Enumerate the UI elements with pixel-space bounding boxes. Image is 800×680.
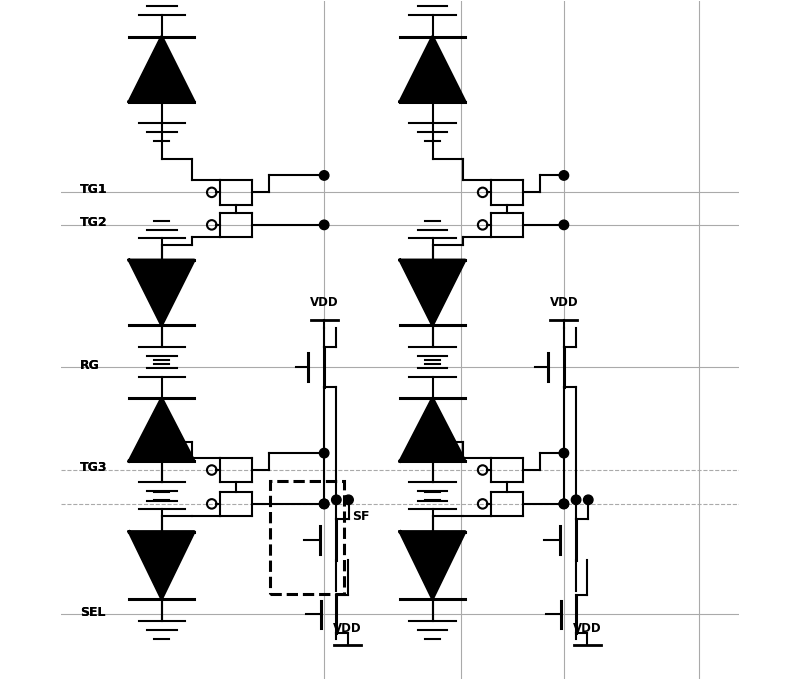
Circle shape: [559, 220, 569, 230]
Polygon shape: [400, 532, 465, 598]
Polygon shape: [129, 398, 194, 461]
Text: SF: SF: [353, 509, 370, 522]
Text: RG: RG: [80, 358, 100, 371]
Text: TG2: TG2: [80, 216, 108, 228]
Circle shape: [344, 495, 354, 505]
Text: TG1: TG1: [80, 183, 108, 196]
Text: RG: RG: [80, 358, 100, 371]
Polygon shape: [400, 37, 465, 101]
Text: TG2: TG2: [80, 216, 108, 228]
Polygon shape: [400, 398, 465, 461]
Text: VDD: VDD: [310, 296, 338, 309]
Circle shape: [319, 171, 329, 180]
Polygon shape: [400, 260, 465, 325]
Text: TG1: TG1: [80, 183, 108, 196]
Text: SEL: SEL: [80, 606, 106, 619]
Text: SEL: SEL: [80, 606, 106, 619]
Circle shape: [332, 495, 341, 505]
Text: VDD: VDD: [550, 296, 578, 309]
Circle shape: [559, 171, 569, 180]
Circle shape: [559, 499, 569, 509]
Text: TG3: TG3: [80, 462, 108, 475]
Circle shape: [583, 495, 593, 505]
Circle shape: [559, 448, 569, 458]
Polygon shape: [129, 260, 194, 325]
Polygon shape: [129, 37, 194, 101]
Circle shape: [319, 220, 329, 230]
Circle shape: [319, 499, 329, 509]
Polygon shape: [129, 532, 194, 598]
Circle shape: [571, 495, 581, 505]
Text: TG3: TG3: [80, 462, 108, 475]
Circle shape: [319, 499, 329, 509]
Circle shape: [559, 499, 569, 509]
Circle shape: [319, 448, 329, 458]
Bar: [270, 481, 345, 594]
Text: VDD: VDD: [334, 622, 362, 634]
Text: VDD: VDD: [573, 622, 602, 634]
